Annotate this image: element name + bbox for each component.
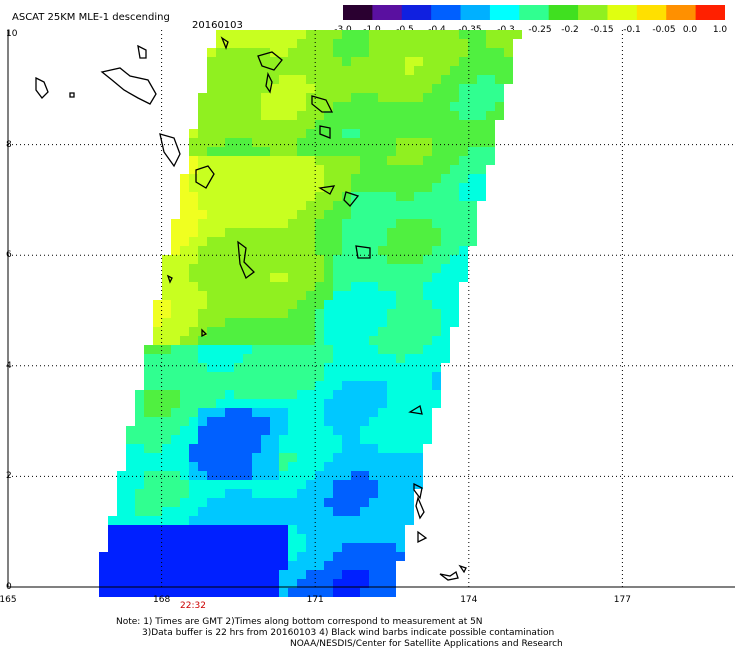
coastline xyxy=(166,274,173,284)
colorbar-swatch xyxy=(578,5,608,20)
colorbar-swatch xyxy=(489,5,520,20)
latitude-tick-label: 4 xyxy=(6,360,12,371)
coastline xyxy=(415,495,425,520)
latitude-tick-label: 6 xyxy=(6,250,12,261)
coastline xyxy=(355,245,371,259)
longitude-tick-label: 174 xyxy=(460,595,478,605)
colorbar xyxy=(343,5,725,20)
coastline xyxy=(417,530,428,544)
coastline xyxy=(318,185,336,195)
colorbar-swatch xyxy=(431,5,462,20)
coastlines xyxy=(35,36,467,581)
colorbar-tick-label: -0.15 xyxy=(590,25,614,35)
coastline xyxy=(311,95,334,113)
coastline xyxy=(413,482,423,500)
colorbar-swatch xyxy=(460,5,491,20)
coastline xyxy=(319,125,331,139)
coastline xyxy=(195,165,215,189)
note-line-1: Note: 1) Times are GMT 2)Times along bot… xyxy=(116,617,483,627)
ascat-swath xyxy=(99,30,522,597)
coastline xyxy=(343,191,360,207)
latitude-tick-label: 10 xyxy=(6,29,18,39)
coastline xyxy=(137,44,147,59)
coastline xyxy=(265,71,273,94)
colorbar-swatch xyxy=(519,5,550,20)
colorbar-tick-label: -0.25 xyxy=(528,25,552,35)
coastline xyxy=(458,564,467,574)
note-line-2: 3)Data buffer is 22 hrs from 20160103 4)… xyxy=(142,628,555,638)
coastline xyxy=(159,133,181,168)
coastline xyxy=(237,240,255,280)
colorbar-tick-label: 1.0 xyxy=(712,25,728,35)
longitude-tick-label: 165 xyxy=(0,595,17,605)
lat-lon-grid xyxy=(7,30,735,588)
coastline xyxy=(69,92,75,98)
coastline xyxy=(408,404,423,415)
colorbar-swatch xyxy=(636,5,667,20)
colorbar-swatch xyxy=(343,5,373,20)
longitude-tick-label: 171 xyxy=(306,595,324,605)
colorbar-tick-label: 0.0 xyxy=(682,25,698,35)
colorbar-swatch xyxy=(372,5,403,20)
colorbar-swatch xyxy=(607,5,638,20)
swath-time-label: 22:32 xyxy=(180,601,206,611)
colorbar-swatch xyxy=(695,5,725,20)
colorbar-swatch xyxy=(548,5,579,20)
coastline xyxy=(35,76,49,99)
product-title: ASCAT 25KM MLE-1 descending xyxy=(12,12,170,23)
note-line-3: NOAA/NESDIS/Center for Satellite Applica… xyxy=(290,639,563,649)
latitude-tick-label: 0 xyxy=(6,582,12,592)
colorbar-swatch xyxy=(666,5,697,20)
longitude-tick-label: 177 xyxy=(613,595,631,605)
colorbar-tick-label: -0.2 xyxy=(561,25,579,35)
latitude-tick-label: 2 xyxy=(6,471,12,482)
longitude-tick-label: 168 xyxy=(153,595,171,605)
colorbar-tick-label: -0.1 xyxy=(623,25,641,35)
coastline xyxy=(100,67,157,105)
colorbar-swatch xyxy=(401,5,432,20)
colorbar-tick-label: -0.05 xyxy=(652,25,676,35)
latitude-tick-label: 8 xyxy=(6,139,12,150)
coastline xyxy=(201,328,208,338)
coastline xyxy=(257,51,283,71)
coastline xyxy=(220,36,229,50)
product-date: 20160103 xyxy=(192,20,243,31)
coastline xyxy=(439,570,459,581)
